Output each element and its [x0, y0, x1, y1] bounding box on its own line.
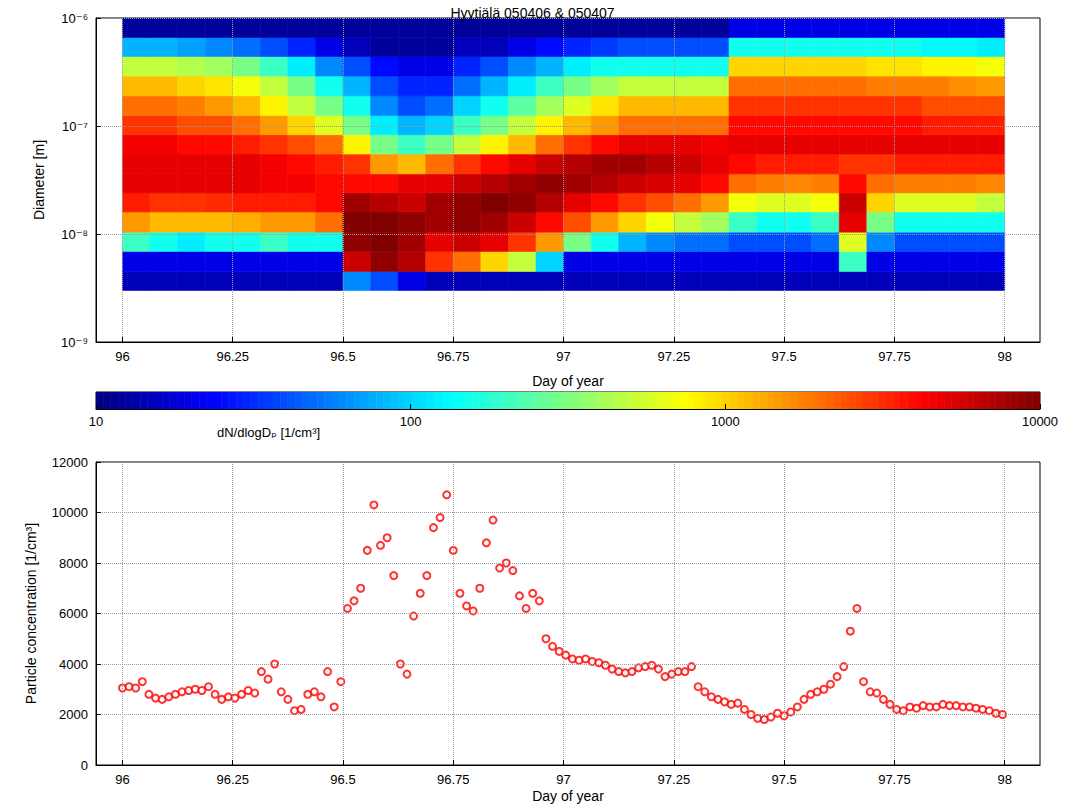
svg-text:96: 96 [115, 772, 129, 787]
svg-text:98: 98 [997, 349, 1011, 364]
svg-text:10⁻⁹: 10⁻⁹ [61, 335, 88, 350]
svg-text:97.75: 97.75 [878, 349, 911, 364]
svg-text:96.5: 96.5 [330, 349, 355, 364]
svg-text:97: 97 [556, 349, 570, 364]
svg-text:Particle concentration [1/cm³]: Particle concentration [1/cm³] [23, 523, 39, 704]
svg-text:97.75: 97.75 [878, 772, 911, 787]
svg-text:96.75: 96.75 [437, 772, 470, 787]
svg-text:97.5: 97.5 [771, 349, 796, 364]
svg-text:Day of year: Day of year [532, 788, 604, 804]
svg-text:dN/dlogDₚ [1/cm³]: dN/dlogDₚ [1/cm³] [217, 425, 320, 440]
svg-text:1000: 1000 [711, 414, 740, 429]
svg-text:96.75: 96.75 [437, 349, 470, 364]
svg-text:10⁻⁷: 10⁻⁷ [62, 119, 88, 134]
svg-text:10000: 10000 [1022, 414, 1058, 429]
svg-text:Day of year: Day of year [532, 373, 604, 389]
svg-text:0: 0 [81, 758, 88, 773]
svg-text:2000: 2000 [59, 707, 88, 722]
svg-text:10000: 10000 [52, 505, 88, 520]
svg-text:97.25: 97.25 [658, 772, 691, 787]
svg-text:12000: 12000 [52, 455, 88, 470]
svg-text:Diameter [m]: Diameter [m] [31, 140, 47, 220]
svg-text:10⁻⁶: 10⁻⁶ [61, 11, 88, 26]
svg-text:8000: 8000 [59, 556, 88, 571]
svg-text:10⁻⁸: 10⁻⁸ [61, 227, 88, 242]
svg-text:96.25: 96.25 [216, 349, 249, 364]
svg-text:97.5: 97.5 [771, 772, 796, 787]
svg-text:Hyytiälä 050406 & 050407: Hyytiälä 050406 & 050407 [450, 5, 614, 21]
svg-text:4000: 4000 [59, 657, 88, 672]
svg-text:96.25: 96.25 [216, 772, 249, 787]
svg-text:96: 96 [115, 349, 129, 364]
svg-text:100: 100 [400, 414, 422, 429]
svg-text:98: 98 [997, 772, 1011, 787]
svg-text:6000: 6000 [59, 606, 88, 621]
svg-text:96.5: 96.5 [330, 772, 355, 787]
svg-text:10: 10 [89, 414, 103, 429]
svg-text:97.25: 97.25 [658, 349, 691, 364]
svg-text:97: 97 [556, 772, 570, 787]
